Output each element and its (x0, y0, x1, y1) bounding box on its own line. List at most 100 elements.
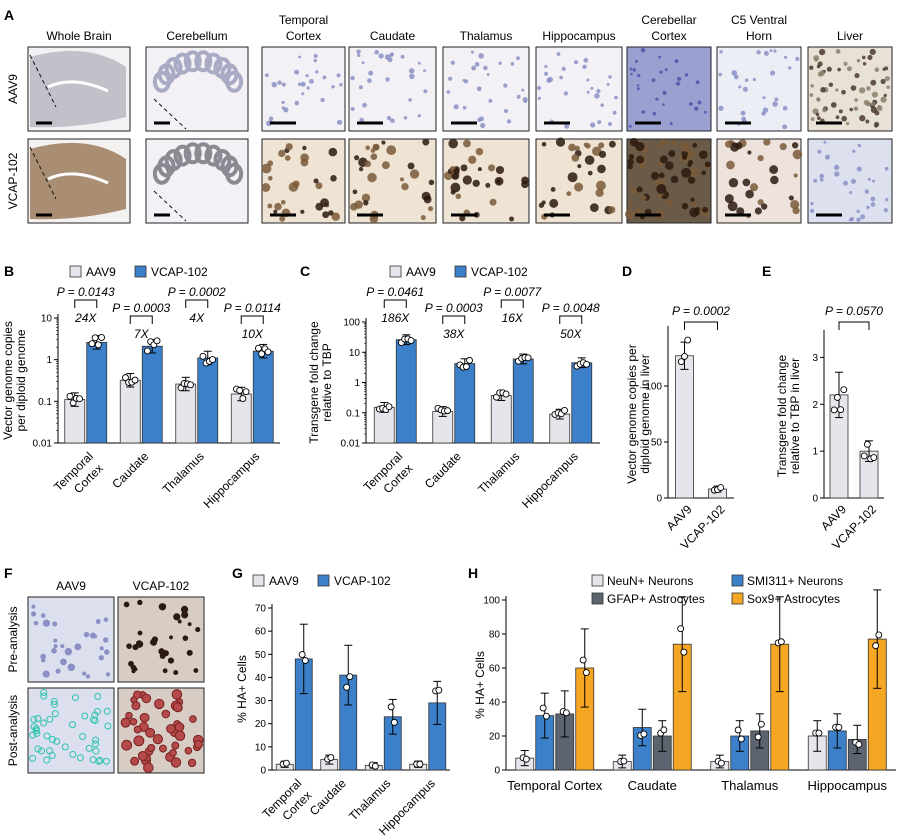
cell-nucleus (670, 175, 679, 184)
data-point (91, 334, 99, 342)
cell-nucleus (498, 61, 502, 65)
cell-nucleus (339, 83, 343, 87)
segmented-cell (120, 717, 131, 728)
cell-nucleus (824, 154, 830, 160)
chart-c: 0.01 0.1 1 10 100 Transgene fold change relati… (307, 285, 600, 511)
segmented-cell (89, 632, 96, 639)
segmented-cell (103, 707, 111, 715)
column-header: Caudate (370, 29, 416, 43)
folia (183, 50, 202, 73)
bar (141, 345, 163, 444)
cell-nucleus (747, 150, 752, 155)
y-tick-label: 40 (255, 673, 267, 684)
cell-nucleus (503, 108, 509, 114)
cell-nucleus (835, 115, 840, 120)
cell-nucleus (459, 215, 466, 222)
cell-nucleus (267, 175, 273, 181)
cell-nucleus (843, 61, 848, 66)
data-point (371, 762, 379, 770)
cell-nucleus (658, 55, 662, 59)
data-point (66, 392, 74, 400)
cell-nucleus (856, 58, 861, 63)
y-tick-label: 100 (645, 382, 662, 393)
y-tick-label: 100 (343, 318, 360, 329)
segmented-cell (169, 635, 173, 640)
cell-nucleus (547, 76, 554, 83)
y-tick-label: 2 (812, 400, 818, 411)
data-point (298, 651, 306, 658)
cell-nucleus (268, 116, 274, 121)
data-point (582, 669, 590, 677)
cell-nucleus (698, 150, 708, 160)
segmented-cell (30, 611, 37, 617)
cell-nucleus (871, 101, 876, 107)
cell-nucleus (637, 73, 641, 78)
cell-nucleus (792, 149, 803, 160)
cell-nucleus (361, 193, 371, 202)
cell-nucleus (274, 202, 282, 211)
data-point (88, 340, 96, 348)
brain-section (30, 142, 126, 220)
cell-nucleus (727, 201, 738, 212)
cell-nucleus (381, 140, 386, 145)
y-axis-label: Vector genome copies per (625, 344, 639, 483)
data-point (562, 709, 570, 717)
segmented-cell (126, 643, 132, 649)
cell-nucleus (865, 119, 870, 124)
cell-nucleus (336, 119, 343, 125)
cell-nucleus (608, 75, 612, 79)
data-point (522, 755, 530, 763)
cell-nucleus (477, 167, 482, 172)
segmented-cell (123, 601, 130, 608)
cell-nucleus (612, 110, 617, 115)
segmented-cell (139, 712, 150, 723)
cell-nucleus (773, 49, 777, 53)
folia (173, 52, 192, 75)
cell-nucleus (756, 50, 761, 55)
cell-nucleus (659, 155, 668, 164)
cell-nucleus (731, 70, 738, 76)
cell-nucleus (774, 97, 779, 102)
y-axis-label: relative to TBP in liver (788, 358, 802, 474)
cell-nucleus (640, 194, 647, 202)
cell-nucleus (689, 168, 699, 178)
cell-nucleus (608, 122, 612, 126)
cell-nucleus (417, 114, 421, 118)
cell-nucleus (770, 70, 776, 76)
cell-nucleus (283, 107, 289, 113)
segmented-cell (40, 653, 47, 660)
data-point (153, 337, 161, 345)
cell-nucleus (474, 62, 480, 67)
cell-nucleus (313, 178, 319, 184)
category-label: Hippocampus (808, 778, 888, 793)
segmented-cell (171, 689, 183, 700)
data-point (524, 354, 532, 362)
cell-nucleus (856, 217, 861, 222)
cell-nucleus (762, 96, 766, 100)
data-point (462, 363, 470, 371)
column-header: Whole Brain (46, 29, 111, 43)
data-point (833, 393, 841, 401)
cell-nucleus (455, 193, 462, 200)
cell-nucleus (503, 83, 508, 88)
cell-nucleus (742, 178, 751, 187)
legend-h-gfap-swatch (591, 592, 604, 605)
data-point (681, 352, 688, 360)
panel-f-row-label: Pre-analysis (6, 606, 20, 672)
segmented-cell (104, 722, 112, 730)
data-point (407, 337, 415, 345)
cell-nucleus (760, 203, 768, 210)
y-tick-label: 10 (255, 742, 267, 753)
cell-nucleus (659, 70, 663, 74)
segmented-cell (125, 711, 133, 720)
legend-h-gfap-label: GFAP+ Astrocytes (607, 592, 705, 606)
cell-nucleus (662, 90, 667, 95)
cell-nucleus (628, 202, 634, 208)
cell-nucleus (735, 142, 743, 150)
data-point (777, 638, 785, 646)
cell-nucleus (389, 53, 394, 57)
legend-c: AAV9 VCAP-102 (389, 265, 528, 279)
y-tick-label: 70 (255, 604, 267, 615)
cell-nucleus (322, 211, 330, 219)
cell-nucleus (718, 72, 722, 77)
